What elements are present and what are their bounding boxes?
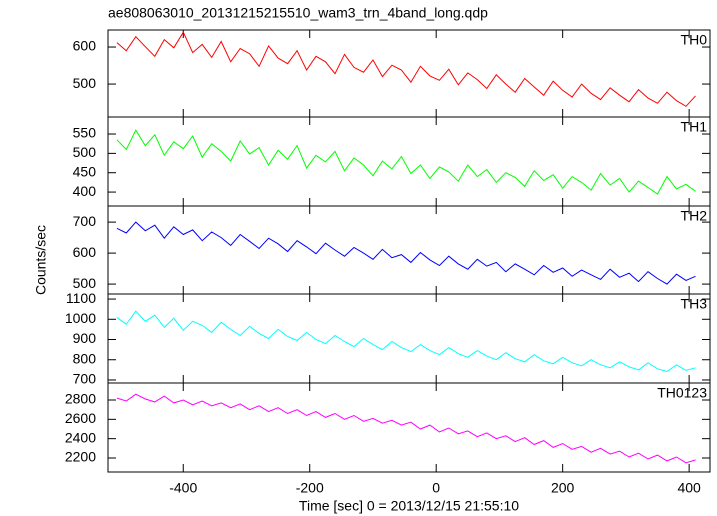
y-tick-label: 450 xyxy=(73,163,97,179)
series-label: TH1 xyxy=(681,119,708,135)
data-line xyxy=(116,221,696,285)
series-label: TH0 xyxy=(681,32,708,48)
y-axis-label: Counts/sec xyxy=(33,225,49,295)
panel-frame xyxy=(107,116,711,207)
y-tick-label: 600 xyxy=(73,244,97,260)
x-tick-label: 200 xyxy=(551,480,575,496)
x-tick-label: -400 xyxy=(169,480,197,496)
data-line xyxy=(116,393,696,464)
x-tick-label: -200 xyxy=(296,480,324,496)
panel-frame xyxy=(107,29,711,118)
data-line xyxy=(116,310,696,373)
x-tick-label: 0 xyxy=(432,480,440,496)
panel-frame xyxy=(107,382,711,473)
y-tick-label: 1100 xyxy=(66,290,96,306)
y-tick-label: 500 xyxy=(73,275,97,291)
x-tick-label: 400 xyxy=(677,480,701,496)
data-line xyxy=(116,129,696,195)
y-tick-label: 550 xyxy=(73,125,97,141)
x-axis-label: Time [sec] 0 = 2013/12/15 21:55:10 xyxy=(299,498,519,514)
y-tick-label: 400 xyxy=(73,183,97,199)
y-tick-label: 700 xyxy=(73,371,97,387)
series-label: TH2 xyxy=(681,208,708,224)
series-label: TH3 xyxy=(681,296,708,312)
panel-frame xyxy=(107,293,711,384)
y-tick-label: 600 xyxy=(73,38,97,54)
panel-frame xyxy=(107,205,711,295)
y-tick-label: 1000 xyxy=(65,310,96,326)
y-tick-label: 900 xyxy=(73,330,97,346)
y-tick-label: 700 xyxy=(73,213,97,229)
y-tick-label: 800 xyxy=(73,350,97,366)
y-tick-label: 2200 xyxy=(65,449,96,465)
data-line xyxy=(116,31,696,107)
y-tick-label: 500 xyxy=(73,144,97,160)
chart-title: ae808063010_20131215215510_wam3_trn_4ban… xyxy=(108,5,488,21)
y-tick-label: 2600 xyxy=(65,410,96,426)
y-tick-label: 2800 xyxy=(65,391,96,407)
series-label: TH0123 xyxy=(657,385,707,401)
y-tick-label: 500 xyxy=(73,75,97,91)
y-tick-label: 2400 xyxy=(65,429,96,445)
